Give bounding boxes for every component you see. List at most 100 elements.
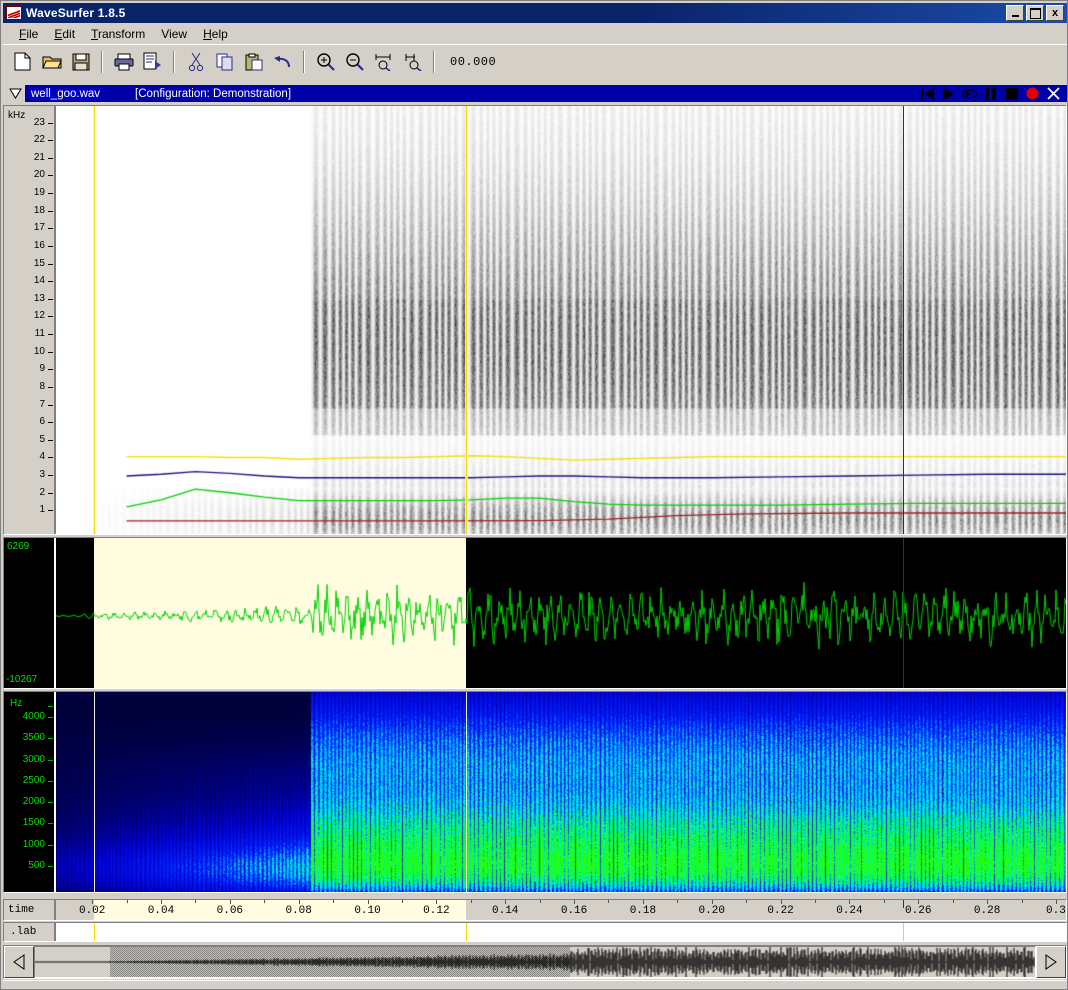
spectrogram-tick xyxy=(48,228,53,230)
time-ruler[interactable]: time 0.02 0.04 0.06 0.08 0.10 0.12 0.14 0.16 0.1… xyxy=(3,899,1067,921)
toolbar-separator-2 xyxy=(173,50,175,73)
time-minor-tick xyxy=(677,900,679,903)
stop-icon[interactable] xyxy=(1004,86,1019,101)
waveform-plot[interactable] xyxy=(54,538,1066,688)
selection-end-marker[interactable] xyxy=(465,106,467,534)
rewind-to-start-icon[interactable] xyxy=(920,86,935,101)
waveform-trace xyxy=(56,538,1066,688)
scroll-left-icon[interactable] xyxy=(4,946,34,978)
properties-icon[interactable] xyxy=(139,49,166,75)
zoom-out-icon[interactable] xyxy=(341,49,368,75)
time-minor-tick xyxy=(952,900,954,903)
copy-icon[interactable] xyxy=(211,49,238,75)
save-icon[interactable] xyxy=(67,49,94,75)
time-minor-tick xyxy=(470,900,472,903)
pitch-tick xyxy=(48,823,53,825)
time-tick-label: 0.28 xyxy=(973,905,1001,917)
maximize-button[interactable] xyxy=(1026,5,1044,21)
spectrogram-tick-label: 14 xyxy=(33,275,45,287)
time-tick xyxy=(711,900,713,904)
time-minor-tick xyxy=(883,900,885,903)
pitch-selection-start-marker[interactable] xyxy=(93,692,95,892)
zoom-all-icon[interactable] xyxy=(399,49,426,75)
ruler-selection-region[interactable] xyxy=(93,900,466,920)
menu-file-label: ile xyxy=(26,26,39,41)
cut-icon[interactable] xyxy=(182,49,209,75)
menu-help-label: elp xyxy=(211,26,228,41)
play-loop-icon[interactable] xyxy=(962,86,977,101)
time-tick xyxy=(918,900,920,904)
time-minor-tick xyxy=(539,900,541,903)
time-tick-label: 0.08 xyxy=(285,905,312,917)
toolbar-separator-1 xyxy=(101,50,103,73)
time-tick-label: 0.18 xyxy=(629,905,657,917)
label-track-pane[interactable]: .lab xyxy=(3,922,1067,942)
spectrogram-plot[interactable] xyxy=(54,106,1066,534)
overview-waveform-trace xyxy=(35,947,1035,977)
zoom-in-icon[interactable] xyxy=(312,49,339,75)
undo-icon[interactable] xyxy=(269,49,296,75)
overview-scrollbar[interactable] xyxy=(3,945,1067,979)
spectrogram-tick xyxy=(48,386,53,388)
time-tick xyxy=(642,900,644,904)
play-icon[interactable] xyxy=(941,86,956,101)
time-tick xyxy=(160,900,162,904)
label-track-selection-marker[interactable] xyxy=(465,923,467,941)
selection-start-marker[interactable] xyxy=(93,106,95,534)
label-track-area[interactable] xyxy=(54,923,1066,941)
pitch-spectrogram-plot[interactable] xyxy=(54,692,1066,892)
record-icon[interactable] xyxy=(1025,86,1040,101)
pitch-tick xyxy=(48,780,53,782)
window-title: WaveSurfer 1.8.5 xyxy=(26,6,126,20)
spectrogram-frequency-axis: kHz 23 22 21 20 19 18 17 16 15 14 13 12 11 10 9 8 7 6 5 4 3 2… xyxy=(4,106,54,534)
label-track-cursor[interactable] xyxy=(902,923,904,941)
spectrogram-tick-label: 10 xyxy=(33,345,45,357)
time-ruler-track[interactable]: 0.02 0.04 0.06 0.08 0.10 0.12 0.14 0.16 0.18 0.20… xyxy=(54,900,1066,920)
playback-cursor[interactable] xyxy=(902,106,904,534)
pause-icon[interactable] xyxy=(983,86,998,101)
spectrogram-tick xyxy=(48,175,53,177)
waveform-pane[interactable]: 6269 -10267 xyxy=(3,537,1067,689)
overview-waveform[interactable] xyxy=(34,946,1036,978)
time-minor-tick xyxy=(264,900,266,903)
zoom-fit-icon[interactable] xyxy=(370,49,397,75)
spectrogram-tick-label: 9 xyxy=(39,363,45,375)
close-button[interactable]: x xyxy=(1046,5,1064,21)
spectrogram-tick-label: 13 xyxy=(33,292,45,304)
label-track-selection-marker[interactable] xyxy=(93,923,95,941)
paste-icon[interactable] xyxy=(240,49,267,75)
time-minor-tick xyxy=(608,900,610,903)
minimize-button[interactable] xyxy=(1006,5,1024,21)
ruler-playback-cursor[interactable] xyxy=(902,900,904,908)
spectrogram-tick xyxy=(48,193,53,195)
close-pane-icon[interactable] xyxy=(1046,86,1061,101)
menu-help[interactable]: Help xyxy=(203,26,228,41)
pitch-tick-label: 3500 xyxy=(22,732,45,744)
pitch-spectrogram-pane[interactable]: Hz 4000 3500 3000 2500 2000 1500 1000 500 xyxy=(3,691,1067,893)
triangle-down-icon[interactable] xyxy=(8,88,22,99)
time-tick xyxy=(229,900,231,904)
spectrogram-tick-label: 22 xyxy=(33,134,45,146)
time-tick-label: 0.26 xyxy=(905,905,932,917)
waveform-playback-cursor[interactable] xyxy=(902,538,904,688)
document-header: well_goo.wav [Configuration: Demonstrati… xyxy=(3,83,1067,104)
spectrogram-pane[interactable]: kHz 23 22 21 20 19 18 17 16 15 14 13 12 11 10 9 8 7 6 5 4 3 2… xyxy=(3,105,1067,535)
menu-view[interactable]: View xyxy=(153,26,195,42)
new-icon[interactable] xyxy=(9,49,36,75)
toolbar-separator-3 xyxy=(303,50,305,73)
menu-transform[interactable]: Transform xyxy=(91,26,146,41)
print-icon[interactable] xyxy=(110,49,137,75)
pitch-tick xyxy=(48,706,53,708)
spectrogram-tick xyxy=(48,140,53,142)
scroll-right-icon[interactable] xyxy=(1036,946,1066,978)
menu-file[interactable]: File xyxy=(19,26,39,41)
document-title-bar[interactable]: well_goo.wav [Configuration: Demonstrati… xyxy=(25,85,1067,102)
spectrogram-tick-label: 7 xyxy=(39,398,45,410)
spectrogram-tick-label: 19 xyxy=(33,187,45,199)
open-icon[interactable] xyxy=(38,49,65,75)
pitch-selection-end-marker[interactable] xyxy=(465,692,467,892)
spectrogram-tick xyxy=(48,475,53,477)
menu-edit[interactable]: Edit xyxy=(54,26,76,41)
transport-controls xyxy=(920,85,1065,102)
spectrogram-tick-label: 11 xyxy=(34,328,45,340)
